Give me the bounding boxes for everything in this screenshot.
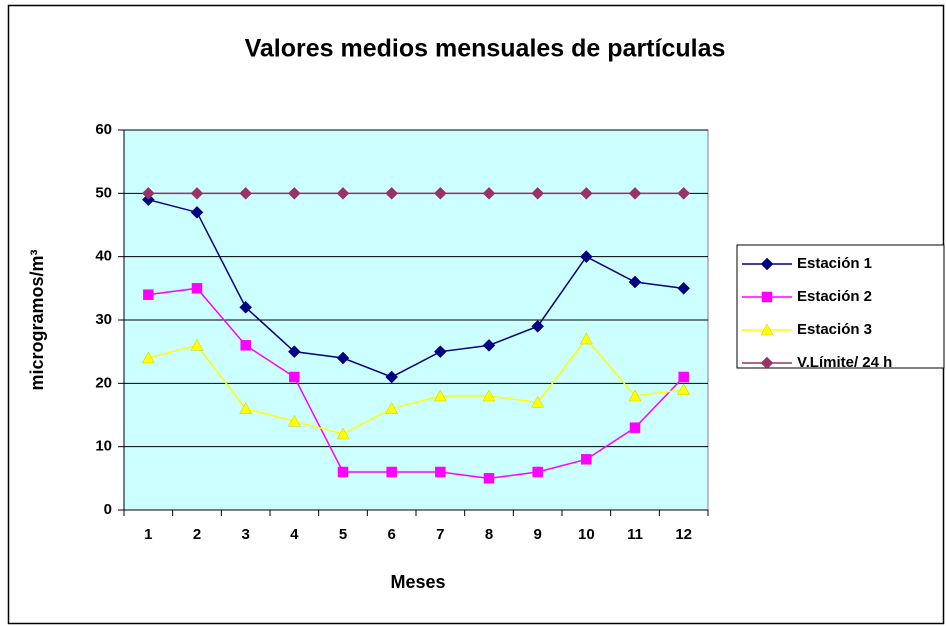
data-point	[435, 466, 446, 478]
data-point	[239, 402, 253, 414]
y-tick-label: 40	[95, 248, 112, 265]
data-point	[482, 389, 496, 402]
data-point	[190, 205, 204, 219]
data-point	[191, 283, 203, 294]
data-point	[678, 371, 689, 383]
legend-marker	[760, 356, 774, 370]
x-tick-label: 7	[436, 526, 444, 543]
legend-label: Estación 3	[797, 321, 872, 338]
series-line	[148, 287, 685, 480]
data-point	[677, 281, 691, 295]
y-tick-label: 20	[95, 374, 112, 391]
data-point	[531, 395, 545, 408]
series-line	[148, 198, 684, 378]
y-tick-label: 50	[95, 184, 112, 201]
data-point	[433, 389, 447, 402]
data-point	[433, 186, 447, 200]
data-point	[386, 466, 397, 478]
x-tick-label: 2	[193, 526, 201, 543]
data-point	[141, 186, 155, 200]
data-point	[483, 473, 495, 484]
legend-marker	[761, 291, 773, 303]
data-point	[385, 186, 399, 200]
x-tick-label: 12	[675, 526, 692, 543]
data-point	[579, 250, 593, 264]
data-point	[579, 332, 593, 345]
x-tick-label: 3	[241, 526, 249, 543]
x-tick-label: 9	[533, 526, 541, 543]
data-point	[581, 454, 592, 465]
data-point	[287, 345, 301, 359]
x-tick-label: 4	[290, 526, 299, 543]
x-tick-label: 8	[485, 526, 493, 543]
data-point	[579, 186, 593, 200]
data-point	[628, 186, 642, 200]
legend-label: Estación 1	[797, 255, 872, 272]
data-point	[289, 371, 300, 383]
legend-marker	[760, 257, 774, 271]
data-point	[190, 186, 204, 200]
data-point	[287, 186, 301, 200]
y-axis-title: microgramos/m³	[27, 249, 47, 390]
x-tick-label: 10	[578, 526, 595, 543]
data-point	[531, 186, 545, 200]
data-point	[677, 383, 691, 395]
y-tick-label: 10	[95, 438, 112, 455]
data-point	[336, 427, 350, 440]
x-tick-label: 11	[627, 526, 643, 543]
data-point	[239, 300, 253, 314]
data-point	[336, 351, 350, 365]
x-tick-label: 6	[387, 526, 395, 543]
data-point	[628, 275, 642, 289]
legend-marker	[760, 323, 774, 336]
x-tick-label: 5	[339, 526, 347, 543]
data-point	[143, 289, 154, 300]
data-point	[532, 466, 543, 478]
data-point	[629, 422, 641, 433]
x-axis-title: Meses	[390, 572, 445, 592]
data-point	[385, 402, 399, 414]
y-tick-label: 60	[95, 121, 112, 138]
data-point	[531, 319, 545, 333]
data-point	[628, 389, 642, 402]
x-tick-label: 1	[144, 526, 152, 543]
legend-label: V.Límite/ 24 h	[797, 354, 892, 371]
data-point	[190, 338, 204, 351]
legend-label: Estación 2	[797, 288, 872, 305]
data-point	[385, 370, 399, 384]
data-point	[482, 338, 496, 352]
data-point	[240, 340, 251, 351]
data-point	[337, 466, 349, 478]
data-point	[141, 351, 155, 364]
data-point	[433, 345, 447, 359]
y-tick-label: 30	[95, 311, 112, 328]
y-tick-label: 0	[104, 501, 112, 518]
data-point	[239, 186, 253, 200]
series-line	[148, 337, 684, 435]
data-point	[482, 186, 496, 200]
data-point	[336, 186, 350, 200]
data-point	[287, 414, 301, 427]
data-point	[677, 186, 691, 200]
chart-title: Valores medios mensuales de partículas	[245, 35, 726, 63]
